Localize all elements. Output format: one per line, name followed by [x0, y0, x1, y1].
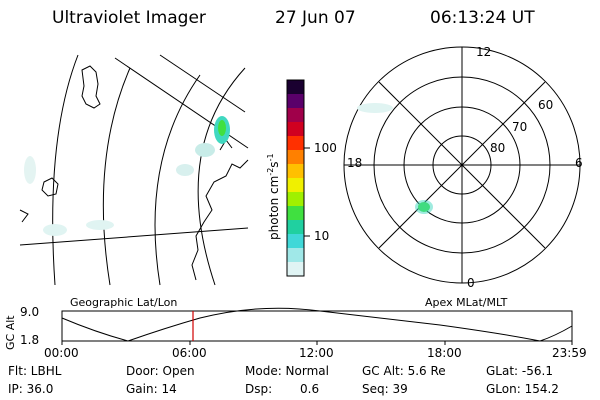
door-info: Door: Open — [126, 364, 195, 378]
mode-info: Mode: Normal — [245, 364, 329, 378]
coastline — [191, 159, 249, 281]
aurora-glow — [24, 116, 230, 236]
colorbar-swatch — [287, 178, 304, 193]
colorbar-swatch — [287, 94, 304, 109]
tick-2359: 23:59 — [552, 346, 587, 360]
lon-grid-line — [159, 54, 246, 113]
mlat-label-60: 60 — [538, 98, 554, 112]
ymax-label: 9.0 — [20, 305, 40, 319]
colorbar-swatch — [287, 248, 304, 263]
coastline — [81, 65, 101, 109]
mlt-label-0: 0 — [467, 276, 475, 290]
coastline — [41, 177, 59, 197]
colorbar-swatch — [287, 122, 304, 137]
tick-1800: 18:00 — [427, 346, 462, 360]
orbit-timeline — [61, 307, 573, 345]
colorbar-tick-10: 10 — [314, 229, 330, 243]
mlt-label-12: 12 — [476, 45, 492, 59]
mlt-label-18: 18 — [347, 156, 363, 170]
polar-plot — [343, 46, 581, 284]
lon-grid-arc — [197, 67, 246, 286]
lat-grid-line — [19, 227, 249, 246]
colorbar-swatch — [287, 234, 304, 249]
colorbar-swatch — [287, 80, 304, 95]
gain-info: Gain: 14 — [126, 382, 177, 396]
glon-info: GLon: 154.2 — [486, 382, 559, 396]
dsp-label: Dsp: — [245, 382, 273, 396]
colorbar-tick-100: 100 — [314, 141, 337, 155]
colorbar-swatch — [287, 192, 304, 207]
geographic-map — [19, 54, 249, 286]
date-label: 27 Jun 07 — [275, 8, 356, 28]
colorbar-swatch — [287, 206, 304, 221]
colorbar — [286, 79, 310, 277]
unit-prefix: photon cm — [267, 175, 281, 240]
unit-exp2: -1 — [266, 153, 275, 162]
dsp-value: 0.6 — [300, 382, 320, 396]
colorbar-swatch — [287, 108, 304, 123]
geographic-label: Geographic Lat/Lon — [70, 296, 178, 309]
colorbar-swatch — [287, 164, 304, 179]
tick-0600: 06:00 — [172, 346, 207, 360]
tick-1200: 12:00 — [299, 346, 334, 360]
ymin-label: 1.8 — [20, 333, 40, 347]
altitude-curve — [61, 307, 573, 342]
lon-grid-arc — [102, 67, 131, 286]
coastline — [19, 209, 29, 223]
colorbar-unit-label: photon cm-2s-1 — [266, 153, 281, 240]
colorbar-swatch — [287, 220, 304, 235]
apex-label: Apex MLat/MLT — [425, 296, 508, 309]
unit-exp1: -2 — [266, 167, 275, 176]
seq-info: Seq: 39 — [362, 382, 408, 396]
mlat-label-80: 80 — [490, 141, 506, 155]
mlt-label-6: 6 — [575, 156, 583, 170]
unit-mid: s — [267, 161, 281, 168]
colorbar-swatch — [287, 262, 304, 277]
colorbar-swatch — [287, 136, 304, 151]
gc-alt-axis-label: GC Alt — [4, 315, 17, 350]
glat-info: GLat: -56.1 — [486, 364, 553, 378]
filter-info: Flt: LBHL — [8, 364, 62, 378]
ip-info: IP: 36.0 — [8, 382, 54, 396]
tick-0000: 00:00 — [44, 346, 79, 360]
time-label: 06:13:24 UT — [430, 8, 535, 28]
app-title: Ultraviolet Imager — [52, 8, 206, 28]
lon-grid-arc — [52, 54, 79, 286]
gc-alt-info: GC Alt: 5.6 Re — [362, 364, 446, 378]
mlat-label-70: 70 — [512, 120, 528, 134]
lon-grid-arc — [154, 74, 201, 286]
colorbar-swatch — [287, 150, 304, 165]
